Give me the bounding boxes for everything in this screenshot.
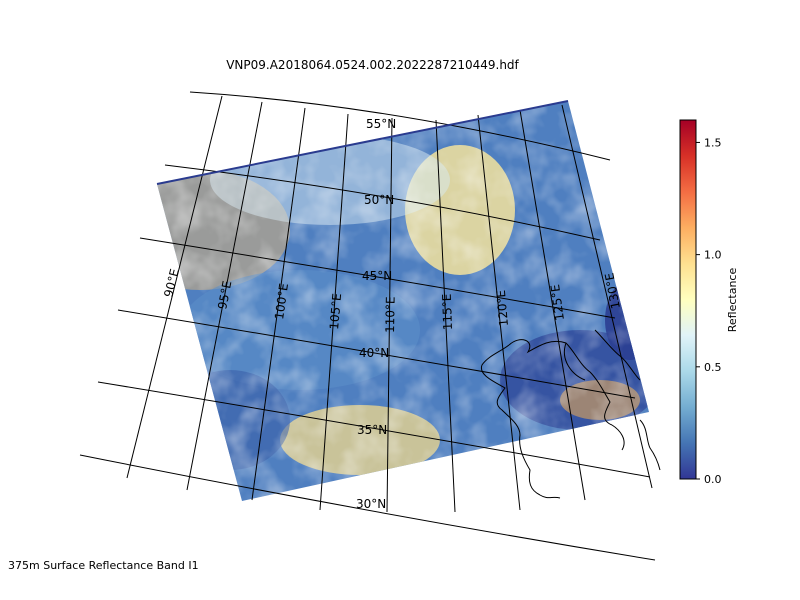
lat-label-55n: 55°N	[366, 117, 396, 131]
lon-labels: 90°E 95°E 100°E 105°E 110°E 115°E 120°E …	[161, 267, 623, 333]
meridian-130e	[561, 104, 653, 489]
parallel-35n	[97, 381, 651, 478]
parallel-30n	[79, 454, 656, 561]
lat-label-30n: 30°N	[356, 497, 386, 511]
lon-label-125e: 125°E	[548, 283, 567, 321]
meridian-95e	[186, 101, 263, 491]
lon-label-105e: 105°E	[327, 293, 344, 331]
parallel-55n	[189, 91, 611, 161]
swath-edge	[156, 100, 569, 185]
meridian-105e	[319, 113, 349, 511]
lat-label-50n: 50°N	[364, 193, 394, 207]
meridian-90e	[126, 95, 223, 479]
colorbar: 0.0 0.5 1.0 1.5 Reflectance	[679, 119, 739, 486]
lon-label-120e: 120°E	[494, 289, 511, 327]
lon-label-90e: 90°E	[161, 267, 182, 298]
coastline	[480, 329, 661, 499]
lon-label-110e: 110°E	[383, 296, 398, 333]
lon-label-115e: 115°E	[440, 293, 455, 330]
lon-label-95e: 95°E	[215, 280, 234, 311]
parallel-40n	[117, 309, 636, 399]
parallel-50n	[164, 164, 601, 241]
meridian-120e	[477, 114, 521, 511]
colorbar-tick-label: 0.0	[704, 473, 722, 486]
lat-label-40n: 40°N	[359, 346, 389, 360]
colorbar-bar	[679, 119, 697, 480]
graticule	[79, 91, 656, 561]
lon-label-130e: 130°E	[602, 272, 623, 311]
colorbar-tick-label: 1.5	[704, 136, 722, 149]
lon-label-100e: 100°E	[272, 282, 291, 320]
colorbar-label: Reflectance	[726, 268, 739, 333]
lat-label-45n: 45°N	[362, 269, 392, 283]
colorbar-tick-label: 1.0	[704, 249, 722, 262]
meridian-100e	[251, 107, 306, 501]
meridian-125e	[519, 109, 586, 501]
lat-label-35n: 35°N	[357, 423, 387, 437]
footer-label: 375m Surface Reflectance Band I1	[8, 559, 199, 572]
reflectance-swath	[157, 101, 649, 501]
colorbar-ticks: 0.0 0.5 1.0 1.5	[696, 136, 722, 486]
plot-title: VNP09.A2018064.0524.002.2022287210449.hd…	[226, 58, 519, 72]
meridian-110e	[386, 117, 393, 513]
colorbar-tick-label: 0.5	[704, 361, 722, 374]
lat-labels: 55°N 50°N 45°N 40°N 35°N 30°N	[356, 117, 396, 511]
meridian-115e	[435, 119, 456, 513]
